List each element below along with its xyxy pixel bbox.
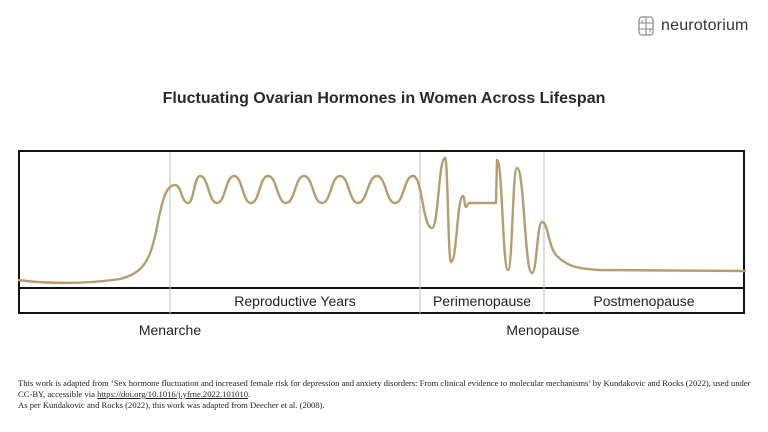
marker-menarche: Menarche — [138, 322, 202, 338]
region-postmenopause: Postmenopause — [593, 293, 695, 309]
caption-text: This work is adapted from ‘Sex hormone f… — [18, 378, 751, 399]
logo-text: neurotorium — [661, 17, 749, 34]
caption-source: As per Kundakovic and Rocks (2022), this… — [18, 400, 325, 410]
marker-menopause: Menopause — [506, 322, 580, 338]
logo: neurotorium — [636, 15, 749, 37]
hormone-level-curve — [17, 156, 747, 285]
brain-circuit-icon — [638, 16, 654, 36]
caption-period: . — [248, 389, 251, 399]
region-perimenopause: Perimenopause — [432, 293, 532, 309]
region-band-divider — [18, 287, 745, 289]
region-reproductive-years: Reproductive Years — [234, 293, 356, 309]
attribution-caption: This work is adapted from ‘Sex hormone f… — [18, 378, 758, 411]
doi-link[interactable]: https://doi.org/10.1016/j.yfrne.2022.101… — [97, 389, 249, 399]
diagram-title: Fluctuating Ovarian Hormones in Women Ac… — [162, 90, 606, 107]
diagram-frame — [18, 150, 745, 314]
